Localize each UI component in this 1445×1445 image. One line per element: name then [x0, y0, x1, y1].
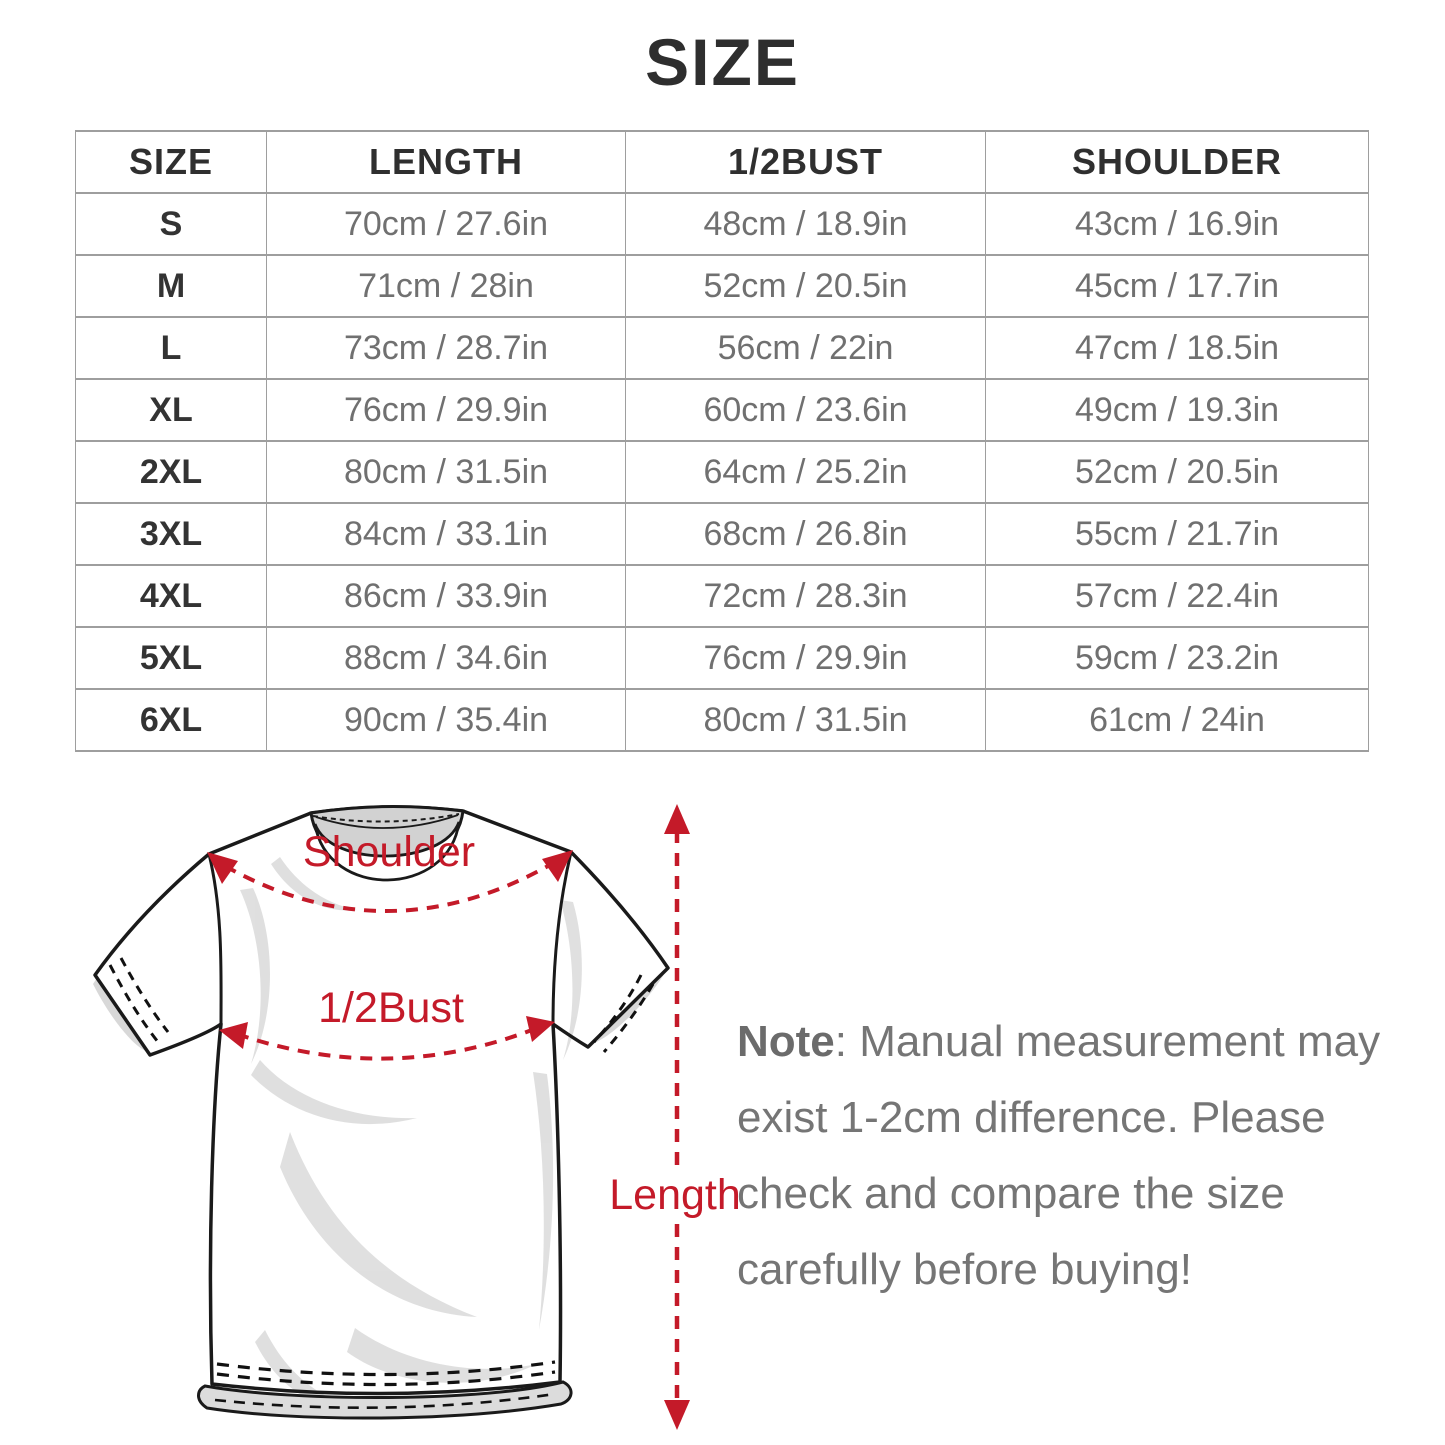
length-cell: 71cm / 28in: [266, 254, 626, 318]
size-table: SIZE LENGTH 1/2BUST SHOULDER S 70cm / 27…: [75, 130, 1369, 752]
length-cell: 88cm / 34.6in: [266, 626, 626, 690]
collar-stitch: [312, 813, 460, 823]
size-cell: 4XL: [75, 564, 267, 628]
length-label: Length: [609, 1171, 741, 1219]
note-line: check and compare the size: [737, 1169, 1285, 1218]
size-cell: S: [75, 192, 267, 256]
note-line: Note: Manual measurement may: [737, 1017, 1381, 1066]
shirt-outline: [93, 805, 670, 1396]
length-arrow-down-icon: [664, 1400, 690, 1430]
size-cell: 6XL: [75, 688, 267, 752]
length-cell: 90cm / 35.4in: [266, 688, 626, 752]
shoulder-cell: 47cm / 18.5in: [985, 316, 1369, 380]
bust-cell: 56cm / 22in: [625, 316, 986, 380]
shoulder-arrow-right-icon: [542, 850, 573, 882]
bust-arrow-left-icon: [219, 1022, 248, 1049]
bust-label: 1/2Bust: [318, 984, 464, 1032]
hem-stitches: [216, 1360, 556, 1387]
shoulder-label: Shoulder: [303, 828, 475, 876]
shoulder-cell: 52cm / 20.5in: [985, 440, 1369, 504]
right-armhole-seam: [551, 851, 573, 1025]
note-label: Note: [737, 1017, 835, 1066]
shoulder-arrow-left-icon: [207, 852, 238, 884]
size-cell: M: [75, 254, 267, 318]
col-header-size: SIZE: [75, 130, 267, 194]
size-cell: L: [75, 316, 267, 380]
left-armhole-seam: [207, 853, 223, 1025]
hem-fold: [197, 1380, 573, 1420]
length-arrow-up-icon: [664, 804, 690, 834]
measurement-annotations: Shoulder 1/2Bust Length: [207, 804, 741, 1430]
shoulder-cell: 57cm / 22.4in: [985, 564, 1369, 628]
page-title: SIZE: [645, 25, 800, 99]
bust-cell: 68cm / 26.8in: [625, 502, 986, 566]
bust-cell: 64cm / 25.2in: [625, 440, 986, 504]
table-header-row: SIZE LENGTH 1/2BUST SHOULDER: [75, 130, 1369, 194]
shoulder-cell: 49cm / 19.3in: [985, 378, 1369, 442]
bust-cell: 76cm / 29.9in: [625, 626, 986, 690]
note-line: exist 1-2cm difference. Please: [737, 1093, 1326, 1142]
tshirt-diagram: Shoulder 1/2Bust Length: [55, 772, 755, 1445]
shoulder-cell: 43cm / 16.9in: [985, 192, 1369, 256]
bust-measure-line: [236, 1026, 538, 1061]
size-cell: 3XL: [75, 502, 267, 566]
cuff-stitches: [108, 957, 655, 1053]
table-row: L 73cm / 28.7in 56cm / 22in 47cm / 18.5i…: [75, 316, 1369, 380]
shoulder-cell: 59cm / 23.2in: [985, 626, 1369, 690]
size-cell: 2XL: [75, 440, 267, 504]
col-header-shoulder: SHOULDER: [985, 130, 1369, 194]
table-row: 2XL 80cm / 31.5in 64cm / 25.2in 52cm / 2…: [75, 440, 1369, 504]
col-header-bust: 1/2BUST: [625, 130, 986, 194]
note-text: Note: Manual measurement may exist 1-2cm…: [737, 1004, 1417, 1308]
table-row: 4XL 86cm / 33.9in 72cm / 28.3in 57cm / 2…: [75, 564, 1369, 628]
table-row: M 71cm / 28in 52cm / 20.5in 45cm / 17.7i…: [75, 254, 1369, 318]
length-cell: 73cm / 28.7in: [266, 316, 626, 380]
shirt-body: [95, 806, 668, 1394]
note-line: carefully before buying!: [737, 1245, 1192, 1294]
bust-cell: 60cm / 23.6in: [625, 378, 986, 442]
bust-cell: 48cm / 18.9in: [625, 192, 986, 256]
size-cell: XL: [75, 378, 267, 442]
length-cell: 70cm / 27.6in: [266, 192, 626, 256]
tshirt-illustration: Shoulder 1/2Bust Length: [93, 804, 741, 1430]
shoulder-measure-line: [224, 860, 557, 913]
table-row: XL 76cm / 29.9in 60cm / 23.6in 49cm / 19…: [75, 378, 1369, 442]
collar-rib-line: [315, 814, 459, 829]
length-cell: 86cm / 33.9in: [266, 564, 626, 628]
hem-fold-stitch: [214, 1392, 556, 1410]
shoulder-cell: 61cm / 24in: [985, 688, 1369, 752]
size-cell: 5XL: [75, 626, 267, 690]
table-row: 5XL 88cm / 34.6in 76cm / 29.9in 59cm / 2…: [75, 626, 1369, 690]
bust-arrow-right-icon: [526, 1016, 555, 1042]
shoulder-cell: 45cm / 17.7in: [985, 254, 1369, 318]
table-row: 3XL 84cm / 33.1in 68cm / 26.8in 55cm / 2…: [75, 502, 1369, 566]
length-cell: 84cm / 33.1in: [266, 502, 626, 566]
collar-band: [313, 821, 461, 882]
table-row: S 70cm / 27.6in 48cm / 18.9in 43cm / 16.…: [75, 192, 1369, 256]
bust-cell: 80cm / 31.5in: [625, 688, 986, 752]
bust-cell: 52cm / 20.5in: [625, 254, 986, 318]
length-cell: 76cm / 29.9in: [266, 378, 626, 442]
bust-cell: 72cm / 28.3in: [625, 564, 986, 628]
shoulder-cell: 55cm / 21.7in: [985, 502, 1369, 566]
length-cell: 80cm / 31.5in: [266, 440, 626, 504]
table-row: 6XL 90cm / 35.4in 80cm / 31.5in 61cm / 2…: [75, 688, 1369, 752]
col-header-length: LENGTH: [266, 130, 626, 194]
